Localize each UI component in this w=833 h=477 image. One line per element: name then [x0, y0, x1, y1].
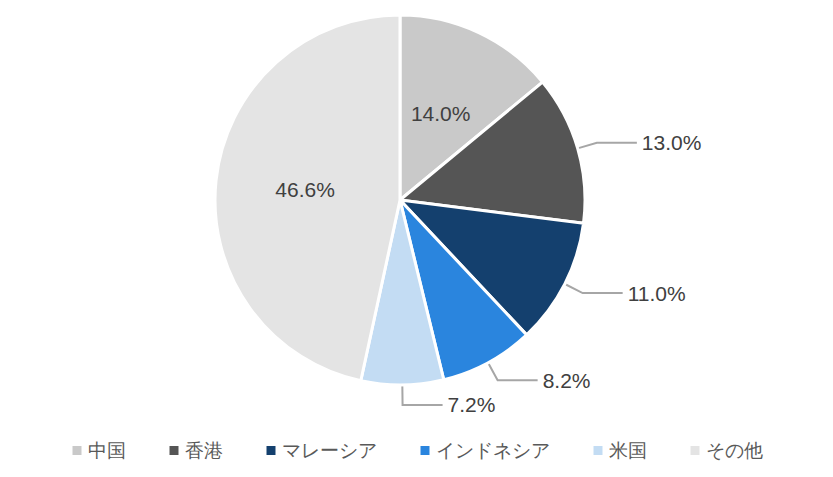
- svg-text:14.0%: 14.0%: [411, 102, 471, 125]
- svg-text:米国: 米国: [609, 440, 647, 461]
- svg-text:13.0%: 13.0%: [642, 131, 702, 154]
- svg-text:その他: その他: [706, 440, 763, 461]
- svg-text:11.0%: 11.0%: [628, 282, 686, 305]
- svg-text:インドネシア: インドネシア: [436, 440, 550, 461]
- svg-text:8.2%: 8.2%: [543, 369, 591, 392]
- svg-text:香港: 香港: [185, 440, 223, 461]
- svg-text:46.6%: 46.6%: [275, 178, 335, 201]
- svg-text:7.2%: 7.2%: [448, 393, 496, 416]
- svg-text:マレーシア: マレーシア: [282, 440, 377, 461]
- svg-text:中国: 中国: [88, 440, 126, 461]
